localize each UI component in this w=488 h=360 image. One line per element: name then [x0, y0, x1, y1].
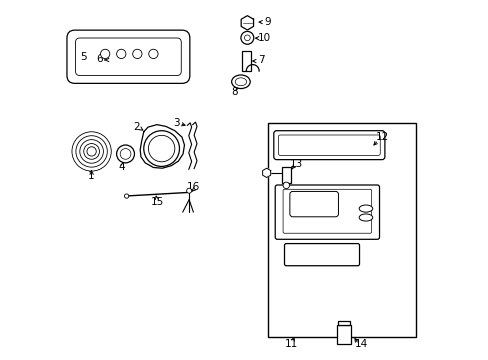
FancyBboxPatch shape — [67, 30, 189, 84]
Polygon shape — [241, 16, 253, 30]
Text: 1: 1 — [88, 171, 95, 181]
Text: 13: 13 — [289, 159, 302, 169]
Text: 8: 8 — [231, 87, 237, 97]
FancyBboxPatch shape — [275, 185, 379, 239]
Circle shape — [116, 49, 125, 59]
FancyBboxPatch shape — [284, 244, 359, 266]
Ellipse shape — [358, 205, 372, 212]
Circle shape — [143, 131, 179, 166]
FancyBboxPatch shape — [278, 135, 380, 156]
Text: 2: 2 — [133, 122, 139, 132]
Polygon shape — [140, 125, 184, 168]
Circle shape — [283, 182, 289, 189]
Text: 5: 5 — [80, 52, 86, 62]
Text: 12: 12 — [375, 132, 388, 142]
Text: 15: 15 — [150, 197, 163, 207]
Ellipse shape — [358, 214, 372, 221]
Circle shape — [244, 35, 250, 41]
Circle shape — [116, 145, 134, 163]
Bar — [338, 321, 349, 325]
Circle shape — [241, 31, 253, 44]
Circle shape — [186, 188, 191, 193]
Circle shape — [148, 49, 158, 59]
FancyBboxPatch shape — [283, 189, 371, 233]
Circle shape — [120, 149, 131, 159]
Text: 11: 11 — [284, 339, 297, 349]
Text: 9: 9 — [264, 17, 270, 27]
Bar — [242, 51, 250, 71]
Bar — [337, 325, 350, 344]
Text: 10: 10 — [257, 33, 270, 43]
Bar — [267, 123, 415, 337]
Circle shape — [124, 194, 128, 198]
Text: 6: 6 — [96, 54, 103, 64]
Ellipse shape — [235, 78, 246, 86]
Ellipse shape — [231, 75, 250, 89]
Polygon shape — [262, 168, 270, 177]
Text: 7: 7 — [258, 55, 264, 65]
FancyBboxPatch shape — [75, 38, 181, 76]
FancyBboxPatch shape — [273, 131, 384, 159]
Text: 14: 14 — [354, 339, 367, 349]
Text: 3: 3 — [173, 118, 180, 128]
Text: 4: 4 — [119, 162, 125, 172]
Circle shape — [148, 135, 175, 162]
Text: 16: 16 — [187, 182, 200, 192]
Bar — [282, 167, 290, 183]
FancyBboxPatch shape — [289, 192, 338, 217]
Circle shape — [132, 49, 142, 59]
Circle shape — [101, 49, 110, 59]
